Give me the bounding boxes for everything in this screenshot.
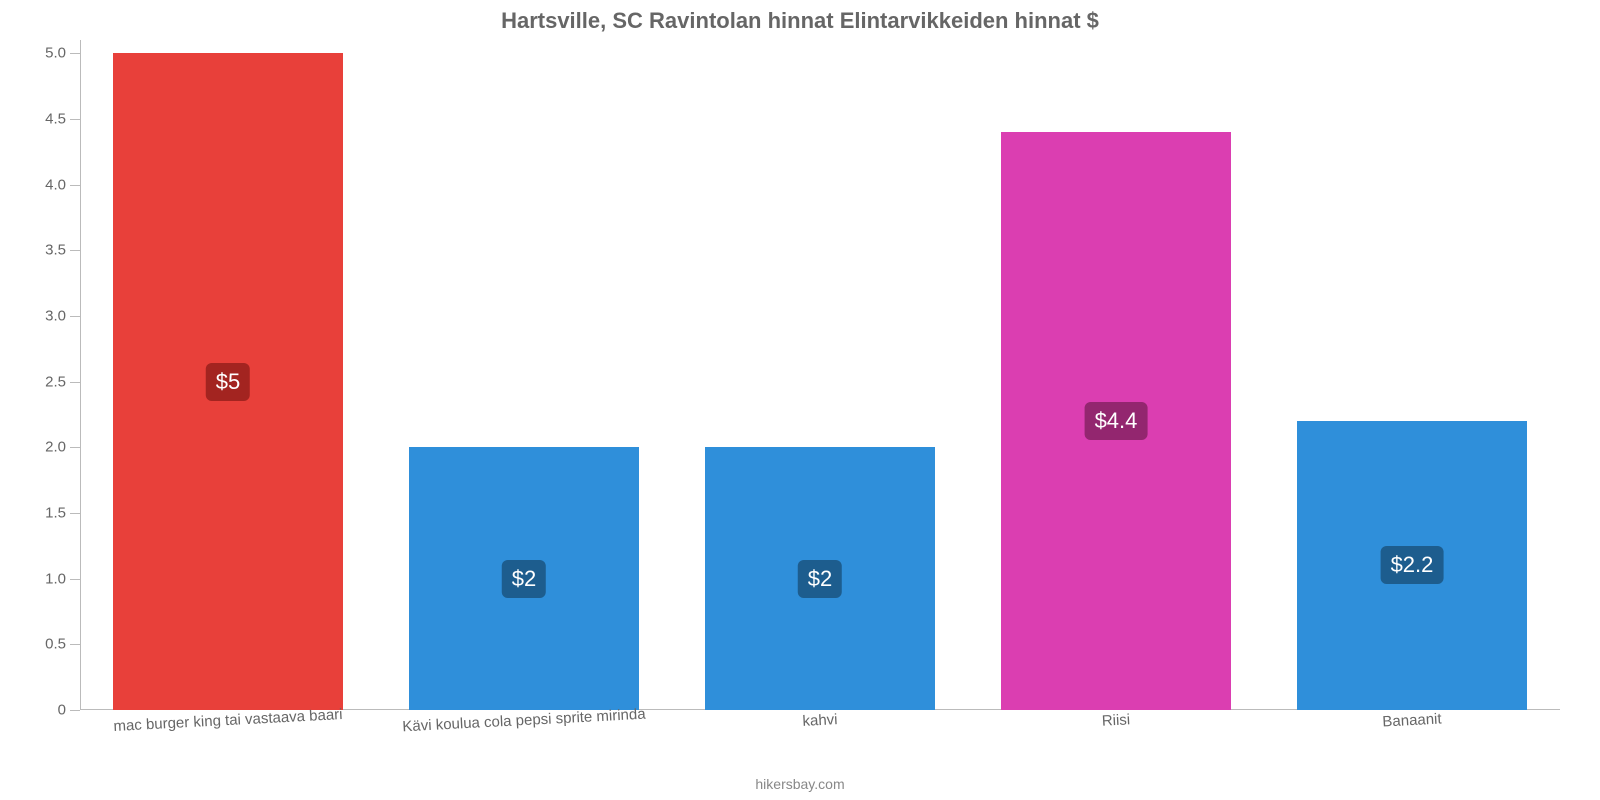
x-axis-label: mac burger king tai vastaava baari [113,706,343,735]
bar: $5 [113,53,344,710]
y-tick-label: 2.5 [45,373,80,390]
y-tick-label: 1.5 [45,504,80,521]
x-axis-label: Riisi [1101,711,1130,729]
y-tick-label: 4.0 [45,176,80,193]
plot-area: $5$2$2$4.4$2.2 00.51.01.52.02.53.03.54.0… [80,40,1560,710]
bar: $2 [409,447,640,710]
bar-value-label: $4.4 [1085,402,1148,440]
bar: $4.4 [1001,132,1232,710]
y-tick-label: 5.0 [45,45,80,62]
chart-title: Hartsville, SC Ravintolan hinnat Elintar… [0,8,1600,34]
bar-value-label: $2 [502,560,546,598]
bar: $2.2 [1297,421,1528,710]
y-tick-label: 0.5 [45,636,80,653]
bar-value-label: $5 [206,363,250,401]
x-axis-label: kahvi [802,711,838,730]
y-tick-label: 2.0 [45,439,80,456]
bars-group: $5 $2 $2 $4.4 $2.2 [80,40,1560,710]
y-tick-label: 3.0 [45,307,80,324]
x-axis-label: Kävi koulua cola pepsi sprite mirinda [402,706,646,736]
footer-attribution: hikersbay.com [0,776,1600,792]
bar-value-label: $2.2 [1381,546,1444,584]
x-axis-label: Banaanit [1382,710,1442,730]
bar-value-label: $2 [798,560,842,598]
y-tick-label: 3.5 [45,242,80,259]
y-tick-label: 0 [58,702,80,719]
chart-container: Hartsville, SC Ravintolan hinnat Elintar… [0,0,1600,800]
y-tick-label: 4.5 [45,110,80,127]
y-tick-label: 1.0 [45,570,80,587]
bar: $2 [705,447,936,710]
x-labels-group: mac burger king tai vastaava baariKävi k… [80,712,1560,752]
